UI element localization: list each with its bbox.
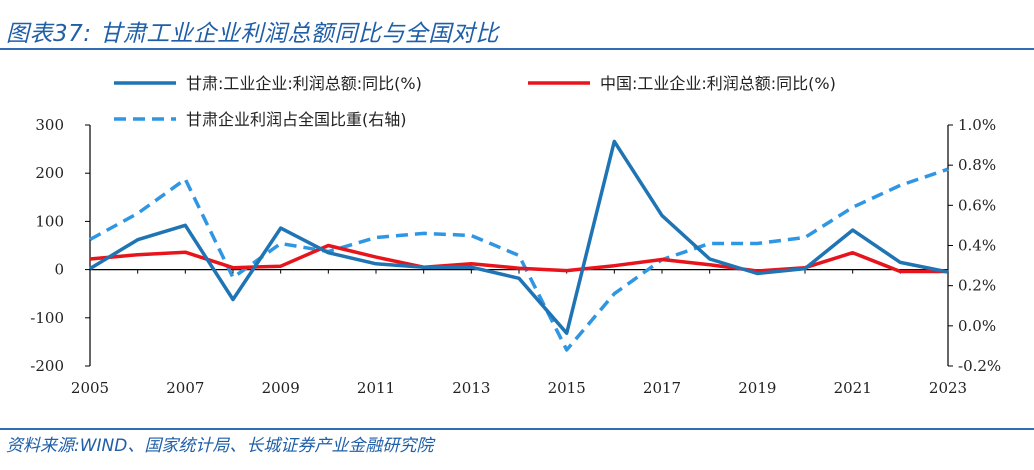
left-tick-label: 0: [54, 261, 64, 279]
source-note: 资料来源:WIND、国家统计局、长城证券产业金融研究院: [6, 436, 434, 456]
left-tick-label: 200: [35, 164, 64, 182]
legend-label-3: 甘肃企业利润占全国比重(右轴): [186, 110, 407, 129]
x-tick-label: 2013: [452, 379, 490, 397]
x-tick-label: 2007: [166, 379, 204, 397]
right-tick-label: 0.6%: [958, 196, 996, 214]
x-tick-label: 2011: [357, 379, 395, 397]
x-tick-label: 2019: [738, 379, 776, 397]
chart-title: 图表37: 甘肃工业企业利润总额同比与全国对比: [6, 21, 499, 47]
left-tick-label: -100: [30, 309, 64, 327]
axes: 300 200 100 0 -100 -200 1.0% 0.8% 0.6% 0.4% 0.2% 0.…: [30, 116, 1001, 397]
x-tick-label: 2023: [929, 379, 967, 397]
series-lines: [89, 139, 949, 352]
top-divider: [0, 48, 1034, 50]
right-tick-label: 0.0%: [958, 317, 996, 335]
left-tick-label: 300: [35, 116, 64, 134]
bottom-divider: [0, 428, 1034, 430]
legend-label-2: 中国:工业企业:利润总额:同比(%): [600, 74, 836, 93]
x-tick-label: 2015: [548, 379, 586, 397]
x-tick-label: 2005: [71, 379, 109, 397]
right-tick-label: 0.8%: [958, 156, 996, 174]
left-tick-label: -200: [30, 357, 64, 375]
line-chart: 甘肃:工业企业:利润总额:同比(%) 中国:工业企业:利润总额:同比(%) 甘肃企业…: [30, 74, 1001, 397]
right-tick-label: -0.2%: [958, 357, 1001, 375]
right-tick-label: 1.0%: [958, 116, 996, 134]
series-line-1: [89, 139, 949, 335]
legend-label-1: 甘肃:工业企业:利润总额:同比(%): [186, 74, 422, 93]
x-tick-label: 2017: [643, 379, 681, 397]
legend: 甘肃:工业企业:利润总额:同比(%) 中国:工业企业:利润总额:同比(%) 甘肃企业…: [114, 74, 836, 129]
series-line-3: [89, 167, 949, 352]
x-tick-label: 2009: [262, 379, 300, 397]
right-tick-label: 0.4%: [958, 237, 996, 255]
left-tick-label: 100: [35, 212, 64, 230]
right-tick-label: 0.2%: [958, 277, 996, 295]
x-tick-label: 2021: [834, 379, 872, 397]
